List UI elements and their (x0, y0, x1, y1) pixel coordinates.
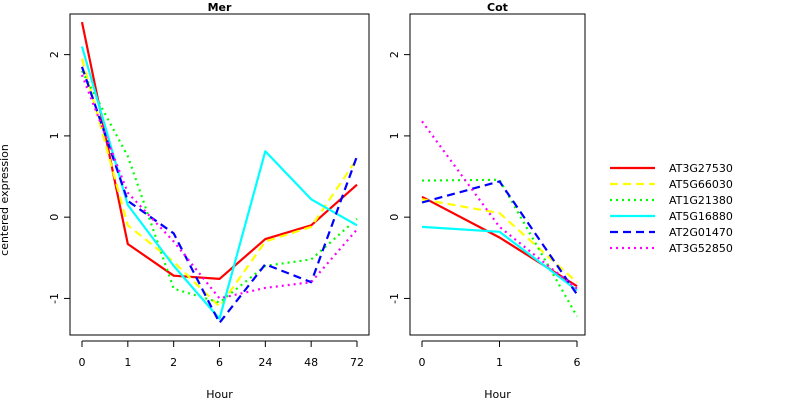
x-tick-label: 1 (124, 356, 131, 369)
series-line-at5g66030 (421, 198, 578, 284)
legend-label: AT5G66030 (669, 178, 733, 191)
series-line-at5g16880 (80, 46, 358, 320)
series-line-at3g52850 (421, 120, 578, 290)
y-tick-label: -1 (388, 293, 401, 304)
x-tick-label: 1 (496, 356, 503, 369)
y-tick-label: 1 (388, 132, 401, 139)
legend-label: AT1G21380 (669, 194, 733, 207)
legend: AT3G27530 AT5G66030 AT1G21380 AT5G16880 AT2G… (610, 162, 733, 255)
legend-label: AT5G16880 (669, 210, 733, 223)
series-line-at5g66030 (80, 58, 358, 308)
x-tick-label: 6 (216, 356, 223, 369)
y-tick-label: 2 (48, 51, 61, 58)
y-axis-label: centered expression (0, 144, 11, 256)
panel-cot-title: Cot (487, 1, 508, 14)
legend-label: AT3G27530 (669, 162, 733, 175)
y-tick-label: 0 (48, 214, 61, 221)
x-tick-label: 0 (419, 356, 426, 369)
y-tick-label: 2 (388, 51, 401, 58)
y-tick-label: -1 (48, 293, 61, 304)
x-tick-label: 48 (304, 356, 318, 369)
panel-cot: Cot -1 0 1 2 0 1 6 Hour (388, 1, 586, 401)
y-tick-label: 0 (388, 214, 401, 221)
x-tick-label: 0 (79, 356, 86, 369)
x-axis-label: Hour (206, 388, 233, 400)
series-line-at3g52850 (80, 74, 358, 300)
x-axis-label: Hour (484, 388, 511, 400)
series-line-at1g21380 (81, 70, 358, 304)
series-line-at3g27530 (80, 21, 358, 280)
series-line-at2g01470 (80, 66, 359, 324)
panel-cot-frame (409, 13, 586, 336)
series-line-at5g16880 (421, 225, 578, 292)
panel-mer-frame (69, 13, 370, 336)
x-tick-label: 24 (258, 356, 272, 369)
panel-mer: Mer -1 0 1 2 0 1 2 6 24 48 72 Hour (48, 1, 370, 401)
y-tick-label: 1 (48, 132, 61, 139)
legend-label: AT2G01470 (669, 226, 733, 239)
x-tick-label: 72 (350, 356, 364, 369)
series-line-at1g21380 (421, 178, 578, 317)
legend-label: AT3G52850 (669, 242, 733, 255)
series-line-at2g01470 (421, 180, 578, 296)
x-tick-label: 2 (170, 356, 177, 369)
x-tick-label: 6 (574, 356, 581, 369)
panel-mer-title: Mer (208, 1, 232, 14)
